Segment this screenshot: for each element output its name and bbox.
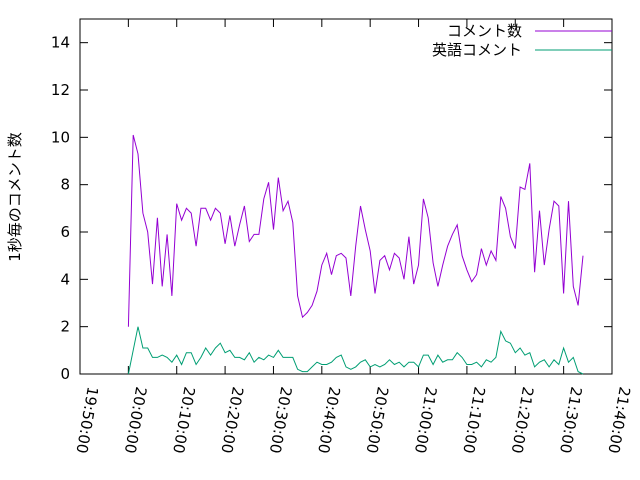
y-tick-label: 6	[60, 223, 70, 241]
y-axis-label: 1秒毎のコメント数	[6, 132, 24, 262]
y-tick-label: 8	[60, 176, 70, 194]
y-tick-label: 12	[51, 81, 70, 99]
y-tick-label: 0	[60, 365, 70, 383]
y-tick-label: 14	[51, 34, 70, 52]
plot-border	[79, 18, 613, 375]
legend-label: 英語コメント	[432, 41, 522, 59]
y-tick-label: 4	[60, 270, 70, 288]
y-tick-label: 10	[51, 128, 70, 146]
line-series	[127, 134, 584, 327]
legend-label: コメント数	[447, 22, 522, 40]
line-series	[127, 326, 584, 375]
y-tick-label: 2	[60, 318, 70, 336]
